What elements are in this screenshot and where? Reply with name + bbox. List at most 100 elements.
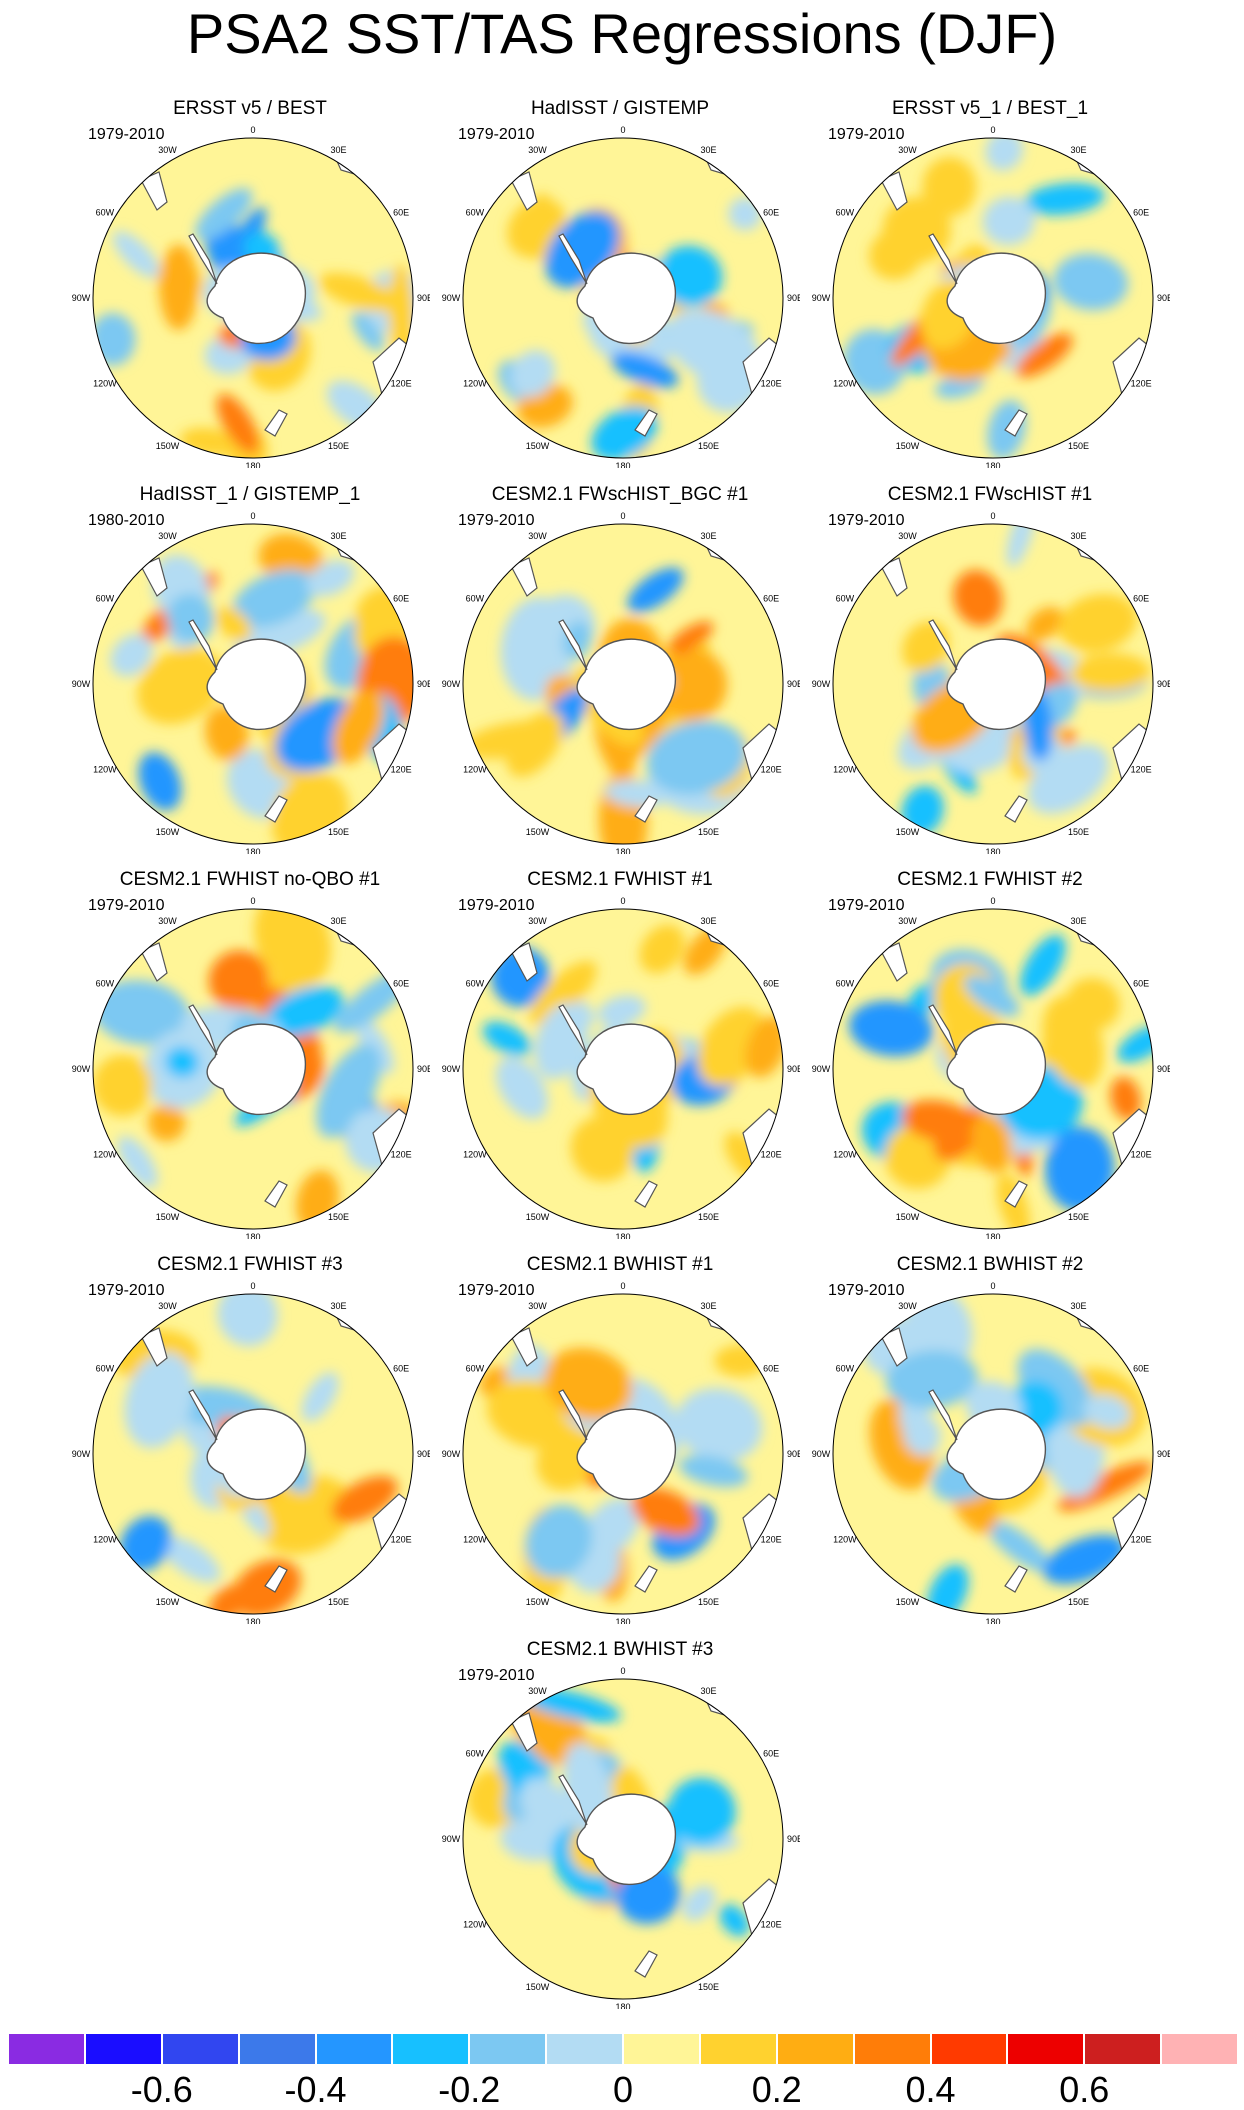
longitude-label: 60E xyxy=(763,1364,779,1374)
panel-period: 1979-2010 xyxy=(458,126,535,143)
longitude-label: 120E xyxy=(391,1535,412,1545)
peninsula-outline xyxy=(558,619,588,671)
longitude-label: 60W xyxy=(466,1364,485,1374)
map-border xyxy=(462,1678,784,2000)
colorbar-swatch xyxy=(84,2033,162,2065)
longitude-label: 60W xyxy=(96,594,115,604)
colorbar-swatch xyxy=(469,2033,547,2065)
colorbar-swatch xyxy=(853,2033,931,2065)
panel-period: 1979-2010 xyxy=(828,1282,905,1299)
longitude-label: 180 xyxy=(245,847,260,854)
panel-period: 1979-2010 xyxy=(88,1282,165,1299)
longitude-label: 150E xyxy=(1068,441,1089,451)
longitude-label: 30W xyxy=(528,1301,547,1311)
longitude-label: 60W xyxy=(836,594,855,604)
longitude-label: 30E xyxy=(330,145,346,155)
map-border xyxy=(92,908,414,1230)
longitude-label: 180 xyxy=(245,1232,260,1239)
longitude-label: 150W xyxy=(526,1212,550,1222)
new-zealand-outline xyxy=(1004,409,1028,437)
map-panel: CESM2.1 FWHIST #3 0 30E 60E 90E 120E 150E 180 15… xyxy=(70,1254,430,1624)
longitude-label: 120E xyxy=(1131,1150,1152,1160)
longitude-label: 120E xyxy=(1131,379,1152,389)
south-america-outline xyxy=(140,942,168,982)
longitude-label: 120E xyxy=(391,765,412,775)
longitude-label: 180 xyxy=(615,847,630,854)
longitude-label: 150E xyxy=(1068,1212,1089,1222)
longitude-label: 180 xyxy=(985,847,1000,854)
colorbar-swatch xyxy=(1007,2033,1085,2065)
longitude-label: 30E xyxy=(700,145,716,155)
longitude-label: 150E xyxy=(1068,1597,1089,1607)
panel-title: HadISST_1 / GISTEMP_1 xyxy=(139,484,361,505)
map-border xyxy=(832,523,1154,845)
map-border xyxy=(92,523,414,845)
longitude-label: 150E xyxy=(698,1597,719,1607)
longitude-label: 30W xyxy=(898,916,917,926)
longitude-label: 60W xyxy=(96,1364,115,1374)
polar-map: 0 30E 60E 90E 120E 150E 180 150W 120W 90W 60W 30W xyxy=(442,1281,800,1624)
longitude-label: 60W xyxy=(96,979,115,989)
longitude-label: 90E xyxy=(787,293,800,303)
longitude-label: 90E xyxy=(787,1064,800,1074)
map-border xyxy=(832,908,1154,1230)
map-border xyxy=(832,137,1154,459)
panel-period: 1979-2010 xyxy=(828,897,905,914)
longitude-label: 90W xyxy=(72,679,91,689)
antarctica-outline xyxy=(576,252,676,344)
panel-period: 1979-2010 xyxy=(458,512,535,529)
longitude-label: 60E xyxy=(763,979,779,989)
new-zealand-outline xyxy=(634,1565,658,1593)
peninsula-outline xyxy=(558,1389,588,1441)
antarctica-outline xyxy=(206,638,306,730)
longitude-label: 90W xyxy=(72,1064,91,1074)
page-title: PSA2 SST/TAS Regressions (DJF) xyxy=(186,2,1058,65)
longitude-label: 60E xyxy=(1133,979,1149,989)
map-border xyxy=(462,1293,784,1615)
longitude-label: 60W xyxy=(466,594,485,604)
polar-map: 0 30E 60E 90E 120E 150E 180 150W 120W 90W 60W 30W xyxy=(72,511,430,854)
south-america-outline xyxy=(880,942,908,982)
new-zealand-outline xyxy=(634,1180,658,1208)
longitude-label: 180 xyxy=(245,1617,260,1624)
panel-title: HadISST / GISTEMP xyxy=(530,98,710,119)
map-panel: HadISST_1 / GISTEMP_1 0 30E 60E 90E 120E 150E 1… xyxy=(70,484,430,854)
longitude-label: 90E xyxy=(1157,1064,1170,1074)
south-america-outline xyxy=(510,1327,538,1367)
longitude-label: 120E xyxy=(761,765,782,775)
antarctica-outline xyxy=(206,1408,306,1500)
longitude-label: 60E xyxy=(763,1749,779,1759)
longitude-label: 120W xyxy=(463,1150,487,1160)
colorbar-swatch xyxy=(623,2033,700,2065)
map-panel: CESM2.1 FWHIST no-QBO #1 0 30E 60E 90E 120E 15… xyxy=(70,869,430,1239)
longitude-label: 120W xyxy=(833,1150,857,1160)
longitude-label: 150W xyxy=(526,827,550,837)
map-border xyxy=(832,1293,1154,1615)
longitude-label: 180 xyxy=(615,1232,630,1239)
panel-title: CESM2.1 FWHIST #2 xyxy=(897,869,1083,890)
antarctica-outline xyxy=(576,1408,676,1500)
map-panel: CESM2.1 FWHIST #2 0 30E 60E 90E 120E 150E 180 15… xyxy=(810,869,1170,1239)
colorbar-tick-label: -0.6 xyxy=(130,2069,193,2110)
panel-title: ERSST v5 / BEST xyxy=(173,98,327,119)
map-panel: CESM2.1 FWscHIST #1 0 30E 60E 90E 120E 150E 180… xyxy=(810,484,1170,854)
longitude-label: 90W xyxy=(442,1449,461,1459)
antarctica-outline xyxy=(946,1408,1046,1500)
longitude-label: 30E xyxy=(1070,145,1086,155)
longitude-label: 30W xyxy=(158,916,177,926)
longitude-label: 120E xyxy=(761,1150,782,1160)
longitude-label: 60E xyxy=(1133,594,1149,604)
panel-period: 1979-2010 xyxy=(458,897,535,914)
colorbar-tick-label: -0.4 xyxy=(284,2069,347,2110)
longitude-label: 0 xyxy=(620,511,625,521)
colorbar-tick-label: 0.6 xyxy=(1059,2069,1110,2110)
south-america-outline xyxy=(140,1327,168,1367)
longitude-label: 180 xyxy=(615,461,630,468)
longitude-label: 180 xyxy=(985,1232,1000,1239)
longitude-label: 120E xyxy=(761,1535,782,1545)
longitude-label: 90E xyxy=(417,1449,430,1459)
longitude-label: 150E xyxy=(698,441,719,451)
longitude-label: 30W xyxy=(898,1301,917,1311)
peninsula-outline xyxy=(188,1004,218,1056)
longitude-label: 30W xyxy=(528,916,547,926)
